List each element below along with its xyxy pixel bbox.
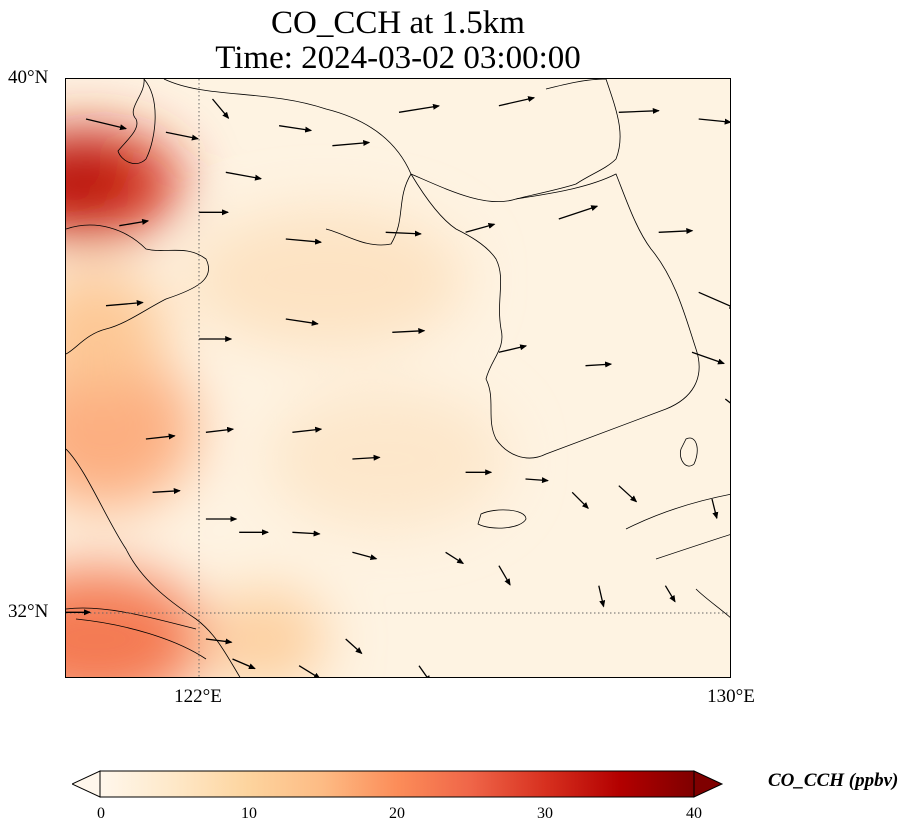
wind-arrow-38	[292, 530, 321, 537]
colorbar-label: CO_CCH (ppbv)	[768, 770, 899, 791]
wind-arrow-8	[618, 107, 660, 114]
lon-label-130e: 130°E	[707, 686, 755, 707]
wind-arrow-13	[385, 230, 422, 237]
wind-arrow-31	[525, 477, 549, 484]
wind-arrow-34	[711, 498, 719, 520]
map-title: CO_CCH at 1.5km	[271, 5, 525, 41]
wind-arrow-43	[664, 585, 676, 603]
wind-arrow-7	[498, 96, 536, 107]
colorbar-tick-20: 20	[389, 805, 405, 822]
wind-arrow-49	[345, 638, 363, 655]
wind-arrow-33	[618, 485, 638, 503]
wind-arrow-0	[85, 118, 127, 131]
wind-arrow-18	[105, 300, 144, 307]
colorbar-tick-40: 40	[686, 805, 702, 822]
wind-arrow-27	[205, 426, 235, 433]
wind-arrow-10	[119, 218, 150, 227]
wind-arrow-22	[498, 344, 528, 353]
wind-arrow-47	[232, 658, 256, 670]
wind-arrow-50	[418, 665, 431, 677]
colorbar-tick-30: 30	[537, 805, 553, 822]
lat-label-32n: 32°N	[8, 601, 49, 622]
wind-arrow-23	[585, 361, 613, 368]
wind-arrow-28	[292, 426, 323, 433]
wind-arrow-35	[152, 488, 181, 495]
map-plot-area	[65, 78, 731, 678]
wind-arrow-42	[598, 585, 606, 608]
colorbar	[72, 770, 724, 798]
wind-arrow-24	[691, 351, 725, 365]
map-canvas	[66, 79, 730, 677]
wind-arrow-9	[698, 118, 730, 125]
wind-arrow-26	[145, 433, 176, 440]
wind-arrow-16	[658, 227, 694, 234]
wind-arrow-46	[205, 638, 233, 645]
wind-arrow-17	[698, 291, 730, 309]
wind-arrow-4	[225, 171, 262, 181]
wind-arrow-39	[352, 551, 378, 561]
colorbar-tick-0: 0	[97, 805, 105, 822]
wind-arrow-20	[285, 318, 319, 326]
colorbar-max-extension	[693, 770, 724, 798]
map-subtitle-time: Time: 2024-03-02 03:00:00	[215, 40, 581, 76]
colorbar-tick-10: 10	[241, 805, 257, 822]
wind-arrow-14	[465, 223, 496, 233]
wind-arrow-3	[279, 125, 313, 133]
wind-arrow-29	[352, 454, 381, 461]
wind-arrow-2	[212, 98, 230, 119]
wind-arrow-40	[445, 551, 465, 565]
colorbar-gradient	[99, 770, 695, 798]
wind-arrow-32	[571, 491, 589, 510]
wind-arrow-41	[498, 565, 511, 586]
colorbar-min-extension	[72, 770, 101, 798]
wind-arrow-1	[165, 131, 199, 141]
wind-arrow-48	[298, 665, 321, 677]
wind-arrow-6	[398, 103, 440, 113]
wind-arrow-25	[724, 398, 730, 404]
wind-arrow-15	[558, 205, 599, 220]
wind-vectors	[66, 96, 730, 677]
lon-label-122e: 122°E	[174, 686, 222, 707]
concentration-field	[66, 129, 506, 677]
lat-label-40n: 40°N	[8, 67, 49, 88]
wind-arrow-21	[392, 328, 426, 334]
wind-arrow-12	[285, 238, 322, 245]
wind-arrow-5	[332, 140, 371, 147]
